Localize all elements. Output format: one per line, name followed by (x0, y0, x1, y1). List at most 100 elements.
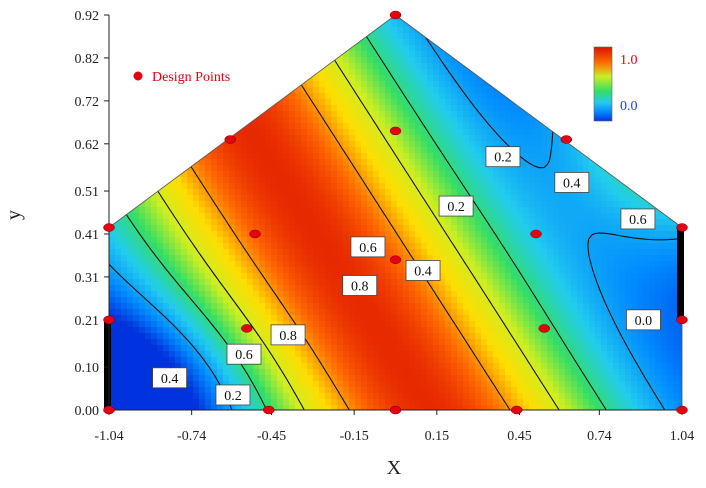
heat-cell (133, 279, 140, 286)
heat-cell (457, 129, 464, 136)
heat-cell (331, 237, 338, 244)
heat-cell (451, 189, 458, 196)
heat-cell (343, 51, 350, 58)
heat-cell (559, 243, 566, 250)
heat-cell (289, 303, 296, 310)
heat-cell (295, 375, 302, 382)
heat-cell (349, 177, 356, 184)
heat-cell (409, 93, 416, 100)
heat-cell (133, 363, 140, 370)
heat-cell (415, 243, 422, 250)
heat-cell (373, 51, 380, 58)
heat-cell (193, 333, 200, 340)
heat-cell (235, 225, 242, 232)
heat-cell (109, 243, 116, 250)
heat-cell (271, 243, 278, 250)
heat-cell (553, 339, 560, 346)
heat-cell (391, 207, 398, 214)
heat-cell (517, 123, 524, 130)
heat-cell (457, 111, 464, 118)
heat-cell (217, 339, 224, 346)
heat-cell (265, 111, 272, 118)
heat-cell (259, 279, 266, 286)
heat-cell (181, 177, 188, 184)
heat-cell (223, 243, 230, 250)
heat-cell (205, 399, 212, 406)
heat-cell (415, 219, 422, 226)
heat-cell (361, 75, 368, 82)
heat-cell (301, 345, 308, 352)
heat-cell (211, 333, 218, 340)
heat-cell (373, 363, 380, 370)
heat-cell (343, 171, 350, 178)
heat-cell (319, 171, 326, 178)
heat-cell (421, 93, 428, 100)
heat-cell (535, 195, 542, 202)
heat-cell (259, 369, 266, 376)
heat-cell (415, 231, 422, 238)
heat-cell (541, 195, 548, 202)
heat-cell (217, 309, 224, 316)
heat-cell (151, 309, 158, 316)
heat-cell (445, 153, 452, 160)
heat-cell (319, 261, 326, 268)
heat-cell (373, 231, 380, 238)
heat-cell (439, 87, 446, 94)
heat-cell (115, 267, 122, 274)
heat-cell (343, 183, 350, 190)
heat-cell (133, 231, 140, 238)
heat-cell (181, 297, 188, 304)
heat-cell (271, 255, 278, 262)
heat-cell (439, 171, 446, 178)
heat-cell (187, 225, 194, 232)
heat-cell (481, 207, 488, 214)
heat-cell (445, 351, 452, 358)
heat-cell (295, 291, 302, 298)
heat-cell (235, 381, 242, 388)
heat-cell (541, 339, 548, 346)
heat-cell (493, 177, 500, 184)
heat-cell (547, 213, 554, 220)
heat-cell (361, 351, 368, 358)
heat-cell (235, 297, 242, 304)
heat-cell (367, 261, 374, 268)
heat-cell (151, 273, 158, 280)
heat-cell (151, 321, 158, 328)
heat-cell (169, 237, 176, 244)
heat-cell (121, 285, 128, 292)
heat-cell (199, 273, 206, 280)
heat-cell (325, 321, 332, 328)
heat-cell (475, 135, 482, 142)
heat-cell (469, 321, 476, 328)
heat-cell (427, 99, 434, 106)
heat-cell (211, 291, 218, 298)
heat-cell (283, 255, 290, 262)
heat-cell (211, 237, 218, 244)
heat-cell (511, 171, 518, 178)
heat-cell (235, 213, 242, 220)
heat-cell (499, 165, 506, 172)
heat-cell (373, 183, 380, 190)
heat-cell (133, 387, 140, 394)
heat-cell (397, 303, 404, 310)
heat-cell (487, 219, 494, 226)
heat-cell (451, 393, 458, 400)
heat-cell (223, 273, 230, 280)
heat-cell (505, 237, 512, 244)
heat-cell (289, 285, 296, 292)
heat-cell (349, 327, 356, 334)
heat-cell (553, 279, 560, 286)
heat-cell (445, 135, 452, 142)
heat-cell (361, 189, 368, 196)
heat-cell (433, 99, 440, 106)
heat-cell (391, 51, 398, 58)
heat-cell (517, 267, 524, 274)
heat-cell (427, 393, 434, 400)
heat-cell (475, 123, 482, 130)
heat-cell (421, 255, 428, 262)
heat-cell (337, 111, 344, 118)
heat-cell (175, 177, 182, 184)
heat-cell (355, 321, 362, 328)
heat-cell (517, 261, 524, 268)
heat-cell (367, 57, 374, 64)
